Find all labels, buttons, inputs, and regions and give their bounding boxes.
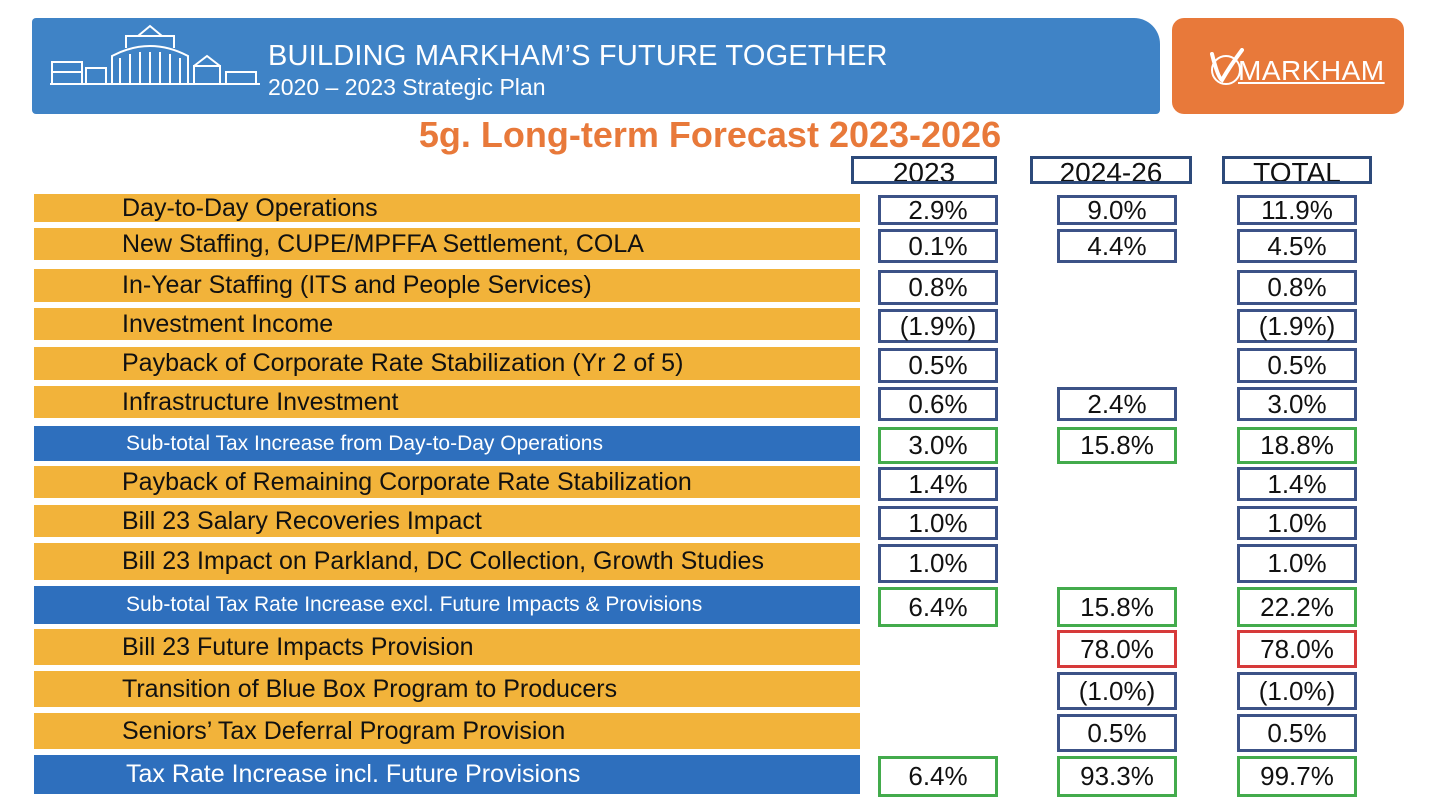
value-cell-2024-26: 78.0% <box>1057 630 1177 668</box>
value-cell-2023: 2.9% <box>878 195 998 225</box>
value-cell-2023: 6.4% <box>878 587 998 627</box>
value-cell-total: 1.0% <box>1237 544 1357 583</box>
logo-text: MARKHAM <box>1238 55 1385 86</box>
row-label: Investment Income <box>34 308 860 340</box>
value-cell-total: 99.7% <box>1237 756 1357 797</box>
slide-title: 5g. Long-term Forecast 2023-2026 <box>0 114 1434 156</box>
value-cell-total: (1.9%) <box>1237 309 1357 343</box>
row-label: Payback of Corporate Rate Stabilization … <box>34 347 860 380</box>
column-header-total: TOTAL <box>1222 156 1372 184</box>
banner-subtitle: 2020 – 2023 Strategic Plan <box>268 74 546 100</box>
value-cell-2024-26: 9.0% <box>1057 195 1177 225</box>
row-label: Bill 23 Salary Recoveries Impact <box>34 505 860 537</box>
value-cell-total: 0.8% <box>1237 270 1357 305</box>
row-label: New Staffing, CUPE/MPFFA Settlement, COL… <box>34 228 860 260</box>
value-cell-2023: 6.4% <box>878 756 998 797</box>
value-cell-2023: (1.9%) <box>878 309 998 343</box>
value-cell-2023: 0.1% <box>878 229 998 263</box>
slide-title-text: 5g. Long-term Forecast 2023-2026 <box>418 114 1002 155</box>
row-label: Transition of Blue Box Program to Produc… <box>34 671 860 707</box>
subtotal-row-label: Sub-total Tax Increase from Day-to-Day O… <box>34 426 860 461</box>
value-cell-total: 11.9% <box>1237 195 1357 225</box>
value-cell-2024-26: 15.8% <box>1057 587 1177 627</box>
subtotal-row-label: Sub-total Tax Rate Increase excl. Future… <box>34 586 860 624</box>
value-cell-2024-26: (1.0%) <box>1057 672 1177 710</box>
value-cell-2023: 0.8% <box>878 270 998 305</box>
value-cell-2023: 0.5% <box>878 348 998 383</box>
row-label: Bill 23 Future Impacts Provision <box>34 629 860 665</box>
value-cell-total: 18.8% <box>1237 427 1357 464</box>
value-cell-2023: 1.0% <box>878 506 998 540</box>
value-cell-total: 1.0% <box>1237 506 1357 540</box>
banner-title: BUILDING MARKHAM’S FUTURE TOGETHER <box>268 40 888 72</box>
value-cell-total: (1.0%) <box>1237 672 1357 710</box>
value-cell-2023: 3.0% <box>878 427 998 464</box>
value-cell-total: 0.5% <box>1237 348 1357 383</box>
row-label: Day-to-Day Operations <box>34 194 860 222</box>
value-cell-2024-26: 93.3% <box>1057 756 1177 797</box>
column-header-2024-26: 2024-26 <box>1030 156 1192 184</box>
value-cell-2024-26: 15.8% <box>1057 427 1177 464</box>
column-header-2023: 2023 <box>851 156 997 184</box>
markham-checkmark-icon <box>1210 48 1244 85</box>
row-label: Bill 23 Impact on Parkland, DC Collectio… <box>34 543 860 580</box>
value-cell-2024-26: 2.4% <box>1057 387 1177 421</box>
value-cell-total: 4.5% <box>1237 229 1357 263</box>
value-cell-total: 1.4% <box>1237 467 1357 501</box>
row-label: In-Year Staffing (ITS and People Service… <box>34 269 860 302</box>
row-label: Infrastructure Investment <box>34 386 860 418</box>
value-cell-total: 78.0% <box>1237 630 1357 668</box>
value-cell-2023: 1.4% <box>878 467 998 501</box>
total-row-label: Tax Rate Increase incl. Future Provision… <box>34 755 860 794</box>
value-cell-2023: 1.0% <box>878 544 998 583</box>
value-cell-total: 0.5% <box>1237 714 1357 752</box>
civic-centre-illustration-icon <box>50 24 260 85</box>
row-label: Seniors’ Tax Deferral Program Provision <box>34 713 860 749</box>
value-cell-total: 3.0% <box>1237 387 1357 421</box>
markham-logo <box>1172 18 1404 114</box>
value-cell-2024-26: 4.4% <box>1057 229 1177 263</box>
value-cell-2023: 0.6% <box>878 387 998 421</box>
value-cell-total: 22.2% <box>1237 587 1357 627</box>
value-cell-2024-26: 0.5% <box>1057 714 1177 752</box>
row-label: Payback of Remaining Corporate Rate Stab… <box>34 466 860 498</box>
